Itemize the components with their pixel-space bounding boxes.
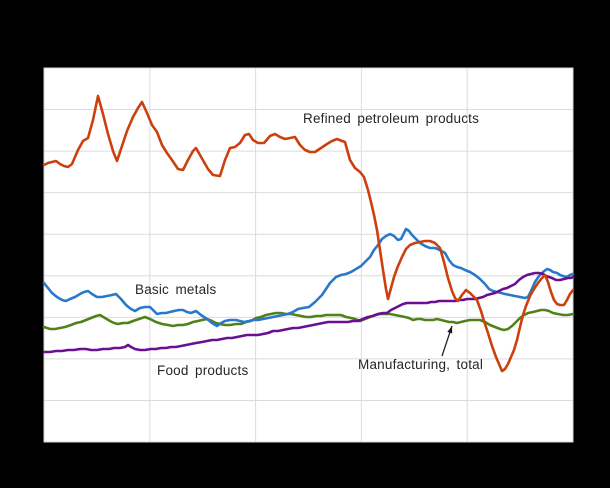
plot-border <box>43 67 574 443</box>
chart-plot-area <box>44 68 573 442</box>
annotation-arrow-head <box>447 326 453 334</box>
series-label-manufacturing-total: Manufacturing, total <box>358 357 484 372</box>
series-line-refined-petroleum-products <box>42 94 575 373</box>
series-line-manufacturing-total <box>42 308 575 332</box>
series-label-refined-petroleum-products: Refined petroleum products <box>303 111 480 126</box>
series-label-basic-metals: Basic metals <box>135 282 217 297</box>
series-label-food-products: Food products <box>157 363 249 378</box>
series-line-food-products <box>42 271 575 354</box>
